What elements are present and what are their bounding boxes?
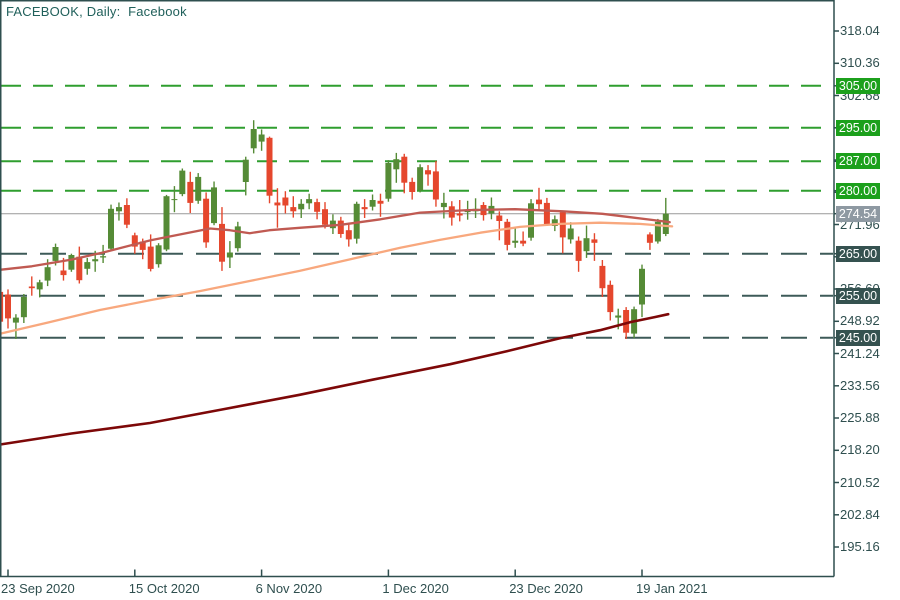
date-label: 6 Nov 2020 bbox=[255, 581, 323, 596]
level-lines bbox=[1, 84, 833, 339]
price-tick-label: 202.84 bbox=[840, 506, 880, 522]
price-tick-label: 195.16 bbox=[840, 539, 880, 554]
price-tick-label: 218.20 bbox=[840, 442, 880, 458]
price-tick-label: 233.56 bbox=[840, 377, 880, 393]
date-label: 23 Sep 2020 bbox=[1, 581, 75, 596]
price-tick-label: 310.36 bbox=[840, 55, 880, 71]
price-tick-label: 225.88 bbox=[840, 410, 880, 425]
date-label: 1 Dec 2020 bbox=[382, 581, 449, 596]
chart-title: FACEBOOK, Daily: Facebook bbox=[6, 4, 187, 19]
ma-200-line bbox=[0, 312, 670, 446]
ma-50-line bbox=[0, 221, 674, 335]
price-tick-label: 241.24 bbox=[840, 345, 880, 361]
price-level-badge: 280.00 bbox=[836, 182, 880, 199]
price-level-badge: 265.00 bbox=[836, 245, 880, 262]
candles bbox=[0, 120, 669, 339]
date-label: 19 Jan 2021 bbox=[636, 581, 708, 596]
price-level-badge: 255.00 bbox=[836, 287, 880, 304]
ma-20-line bbox=[0, 208, 671, 271]
price-level-badge: 295.00 bbox=[836, 119, 880, 136]
date-label: 15 Oct 2020 bbox=[128, 581, 200, 596]
price-level-badge: 245.00 bbox=[836, 329, 880, 346]
price-tick-label: 248.92 bbox=[840, 313, 880, 329]
price-tick-label: 210.52 bbox=[840, 474, 880, 490]
price-tick-label: 318.04 bbox=[840, 23, 880, 38]
current-price-badge: 274.54 bbox=[836, 205, 880, 222]
price-level-badge: 287.00 bbox=[836, 153, 880, 170]
price-level-badge: 305.00 bbox=[836, 77, 880, 94]
date-label: 23 Dec 2020 bbox=[509, 581, 583, 596]
